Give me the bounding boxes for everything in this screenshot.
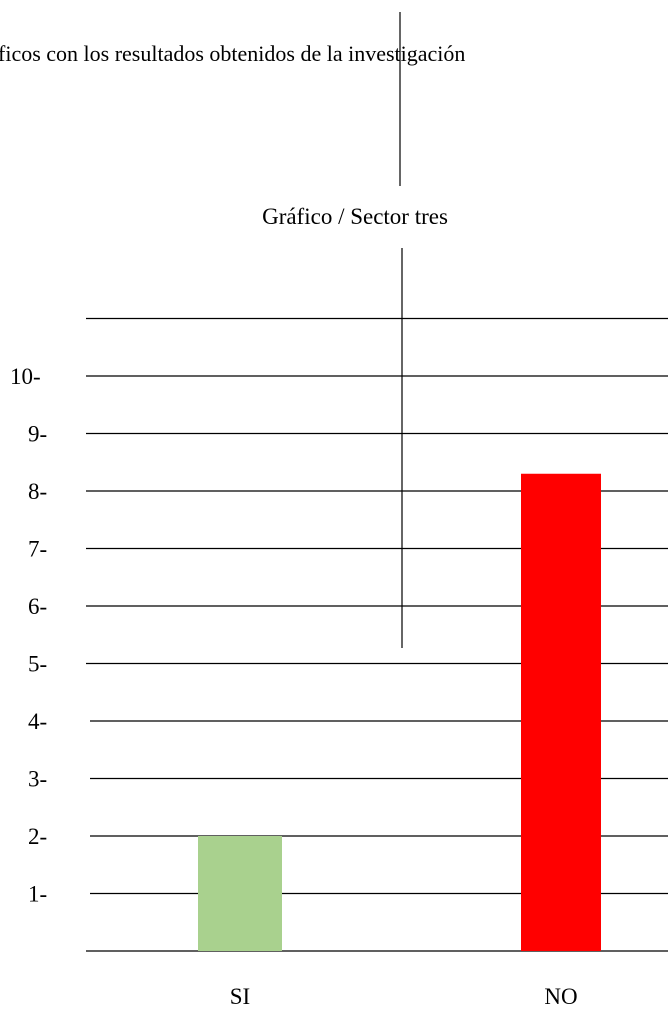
bars [198,473,601,951]
y-tick-label: 7- [28,537,47,562]
y-axis-tick-labels: 1- 2- 3- 4- 5- 6- 7- 8- 9- 10- [10,364,47,907]
y-tick-label: 1- [28,882,47,907]
category-label: NO [544,984,577,1009]
category-label: SI [230,984,250,1009]
x-axis-category-labels: SI NO [230,984,578,1009]
y-tick-label: 4- [28,709,47,734]
grid-lines [86,317,668,952]
y-tick-label: 10- [10,364,41,389]
y-tick-label: 6- [28,594,47,619]
y-tick-label: 5- [28,652,47,677]
bar-no [521,473,601,951]
chart-title: Gráfico / Sector tres [262,204,448,229]
page-heading: ficos con los resultados obtenidos de la… [0,41,465,66]
y-tick-label: 3- [28,767,47,792]
y-tick-label: 9- [28,422,47,447]
y-tick-label: 2- [28,824,47,849]
bar-si [198,836,282,951]
y-tick-label: 8- [28,479,47,504]
